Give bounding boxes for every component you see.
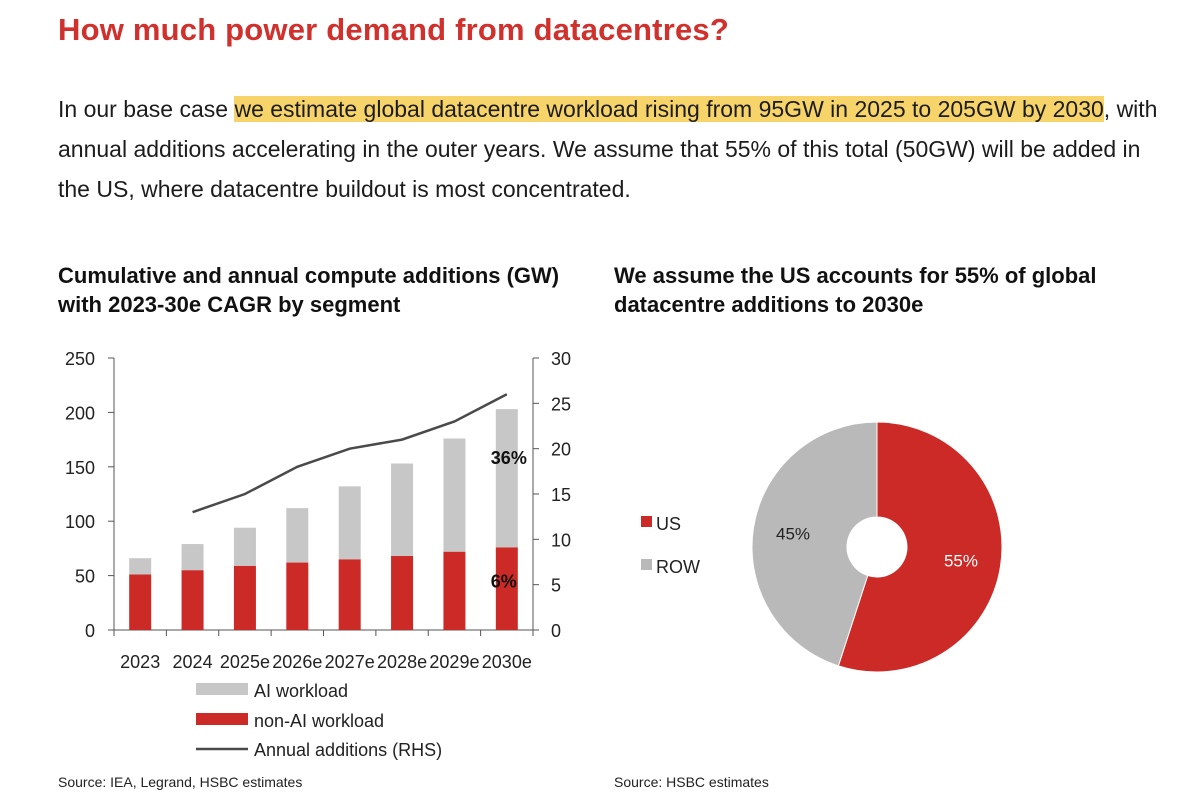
bar-non-ai-2026e (286, 562, 309, 630)
bar-chart: 0 50 100 150 200 250 0 5 10 15 20 25 30 2023 2024 2025e… (65, 349, 571, 760)
intro-highlight: we estimate global datacentre workload r… (234, 96, 1104, 122)
y-tick-label: 50 (75, 567, 95, 587)
donut-label-row: 45% (776, 525, 810, 544)
bar-non-ai-2030e (495, 547, 518, 630)
x-tick-label-2024: 2024 (173, 652, 213, 672)
x-tick-label-2025e: 2025e (220, 652, 270, 672)
y2-tick-label: 20 (551, 440, 571, 460)
y2-tick-label: 30 (551, 349, 571, 369)
y2-tick-label: 15 (551, 485, 571, 505)
bar-ai-2023 (129, 558, 152, 575)
legend-label-0: AI workload (254, 681, 348, 701)
pie-legend-label-us: US (656, 514, 681, 534)
bar-ai-2027e (338, 486, 361, 560)
bar-non-ai-2025e (233, 565, 256, 630)
y2-tick-label: 10 (551, 530, 571, 550)
legend-label-1: non-AI workload (254, 711, 384, 731)
bar-non-ai-2029e (443, 551, 466, 630)
x-tick-label-2023: 2023 (120, 652, 160, 672)
right-chart-source: Source: HSBC estimates (614, 774, 769, 790)
pie-legend-swatch-us (641, 516, 652, 527)
x-tick-label-2026e: 2026e (272, 652, 322, 672)
bar-ai-2029e (443, 438, 466, 552)
y-tick-label: 250 (65, 349, 95, 369)
bar-ai-2026e (286, 508, 309, 563)
y-tick-label: 150 (65, 458, 95, 478)
intro-text-end: , with annual additions accelerating in … (58, 96, 1158, 202)
x-tick-label-2030e: 2030e (482, 652, 532, 672)
y-tick-label: 100 (65, 512, 95, 532)
bar-ai-2025e (233, 527, 256, 566)
pie-legend-label-row: ROW (656, 557, 700, 577)
y2-tick-label: 5 (551, 576, 561, 596)
bar-non-ai-2027e (338, 559, 361, 630)
right-chart-title: We assume the US accounts for 55% of glo… (614, 263, 1097, 317)
bar-ai-2028e (391, 463, 414, 557)
annual-additions-line (192, 393, 508, 514)
y2-tick-label: 25 (551, 394, 571, 414)
y2-tick-label: 0 (551, 621, 561, 641)
bar-non-ai-2024 (181, 570, 204, 630)
x-tick-label-2027e: 2027e (325, 652, 375, 672)
donut-slice-us (837, 421, 1003, 673)
bar-non-ai-2028e (391, 556, 414, 630)
x-tick-label-2029e: 2029e (429, 652, 479, 672)
donut-label-us: 55% (944, 551, 978, 570)
left-chart-source: Source: IEA, Legrand, HSBC estimates (58, 774, 303, 790)
page-title: How much power demand from datacentres? (58, 12, 729, 47)
donut-chart: 55% 45% US ROW (641, 421, 1003, 673)
intro-text-start: In our base case (58, 96, 235, 122)
y-tick-label: 200 (65, 403, 95, 423)
bar-ai-2030e (495, 409, 518, 548)
annotation-non-ai-cagr: 6% (491, 571, 517, 591)
legend-swatch-1 (196, 713, 248, 725)
legend-label-2: Annual additions (RHS) (254, 740, 442, 760)
legend-swatch-0 (196, 683, 248, 695)
left-chart-title: Cumulative and annual compute additions … (58, 263, 560, 317)
donut-slice-row (751, 421, 878, 667)
bar-ai-2024 (181, 544, 204, 571)
annotation-ai-cagr: 36% (491, 448, 527, 468)
bar-non-ai-2023 (129, 574, 152, 630)
y-tick-label: 0 (85, 621, 95, 641)
x-tick-label-2028e: 2028e (377, 652, 427, 672)
intro-paragraph: In our base case we estimate global data… (58, 89, 1158, 209)
pie-legend-swatch-row (641, 559, 652, 570)
